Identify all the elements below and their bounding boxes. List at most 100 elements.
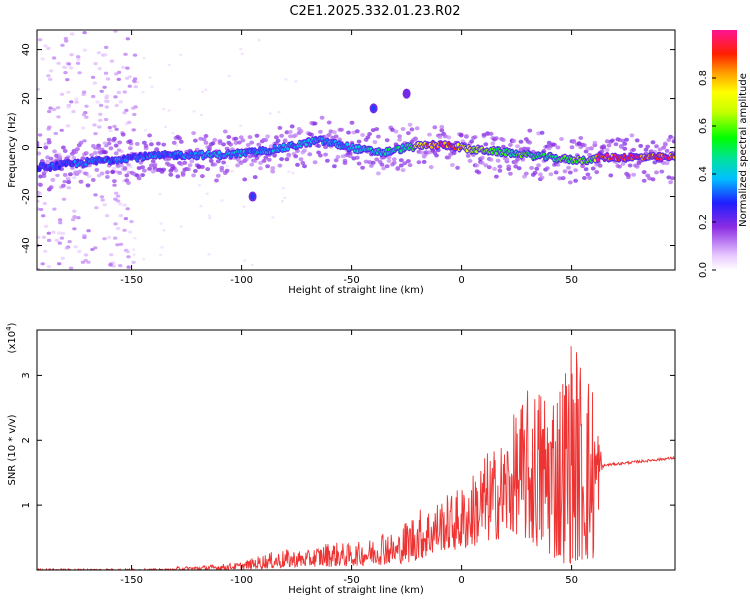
spectral-halo bbox=[511, 138, 517, 143]
spectral-halo bbox=[501, 138, 506, 142]
spectral-halo bbox=[641, 178, 647, 183]
noise-blob bbox=[98, 118, 103, 122]
snr-frame bbox=[36, 329, 676, 571]
spectral-halo bbox=[80, 156, 86, 161]
spectral-halo bbox=[62, 149, 68, 153]
spectral-halo bbox=[393, 129, 399, 134]
noise-blob bbox=[204, 88, 208, 91]
noise-blob bbox=[46, 238, 52, 242]
spectral-halo bbox=[356, 161, 362, 166]
noise-blob bbox=[179, 53, 183, 56]
colorbar-tick-label: 0.4 bbox=[698, 166, 709, 182]
spectral-halo bbox=[504, 157, 510, 162]
spectral-halo bbox=[567, 170, 573, 175]
noise-blob bbox=[71, 155, 76, 160]
spectral-halo bbox=[546, 140, 552, 145]
noise-blob bbox=[113, 30, 118, 33]
y-tick-label: 1 bbox=[21, 502, 32, 508]
noise-blob bbox=[57, 262, 62, 266]
noise-blob bbox=[118, 214, 124, 218]
spectral-halo bbox=[479, 155, 485, 160]
noise-blob bbox=[66, 62, 72, 66]
noise-blob bbox=[121, 65, 126, 69]
spectral-halo bbox=[277, 125, 283, 130]
spectral-halo bbox=[376, 134, 381, 139]
spectral-halo bbox=[293, 133, 299, 138]
noise-blob bbox=[61, 197, 67, 201]
noise-blob bbox=[132, 53, 138, 57]
spectral-halo bbox=[191, 131, 197, 136]
spectral-halo bbox=[592, 140, 598, 145]
spectral-halo bbox=[553, 170, 559, 175]
noise-blob bbox=[287, 170, 291, 173]
noise-blob bbox=[123, 52, 128, 56]
spectral-halo bbox=[465, 153, 471, 158]
spectral-halo bbox=[506, 164, 512, 169]
noise-blob bbox=[57, 241, 62, 245]
noise-blob bbox=[66, 186, 72, 190]
noise-blob bbox=[82, 139, 87, 143]
noise-blob bbox=[136, 81, 140, 84]
spectral-halo bbox=[585, 172, 591, 177]
noise-blob bbox=[62, 65, 67, 69]
spectral-halo bbox=[617, 164, 622, 169]
spectral-halo bbox=[497, 168, 503, 173]
spectral-halo bbox=[446, 155, 452, 160]
noise-blob bbox=[239, 124, 243, 128]
ridge-core bbox=[217, 151, 221, 155]
ridge-core bbox=[494, 151, 498, 156]
spectral-halo bbox=[134, 141, 140, 146]
noise-blob bbox=[281, 187, 286, 190]
noise-blob bbox=[104, 94, 110, 98]
noise-blob bbox=[112, 124, 117, 128]
spectral-halo bbox=[650, 140, 656, 145]
spectral-halo bbox=[354, 129, 360, 134]
noise-blob bbox=[111, 166, 117, 171]
spectral-halo bbox=[488, 131, 494, 136]
spectral-halo bbox=[286, 153, 292, 158]
noise-blob bbox=[38, 207, 44, 212]
spectral-halo bbox=[106, 137, 112, 142]
noise-blob bbox=[43, 249, 48, 253]
spectral-halo bbox=[666, 137, 672, 142]
noise-blob bbox=[227, 74, 231, 78]
spectrogram-y-axis-label: Frequency (Hz) bbox=[7, 112, 18, 188]
spectral-halo bbox=[325, 158, 330, 163]
noise-blob bbox=[225, 164, 229, 168]
spectral-halo bbox=[492, 166, 497, 171]
spectral-halo bbox=[400, 127, 406, 131]
noise-blob bbox=[113, 197, 118, 201]
spectral-halo bbox=[62, 172, 68, 177]
noise-blob bbox=[179, 225, 183, 228]
spectral-halo bbox=[552, 142, 557, 147]
y-tick-label: 0 bbox=[21, 144, 32, 150]
spectral-halo bbox=[124, 173, 130, 178]
noise-blob bbox=[82, 234, 87, 238]
y-tick-label: 2 bbox=[21, 437, 32, 443]
spectral-halo bbox=[582, 176, 587, 180]
noise-blob bbox=[55, 106, 61, 110]
noise-blob bbox=[123, 217, 129, 221]
noise-blob bbox=[37, 133, 43, 137]
spectral-halo bbox=[340, 154, 346, 159]
noise-blob bbox=[277, 110, 281, 114]
noise-blob bbox=[144, 129, 148, 132]
noise-blob bbox=[72, 209, 77, 213]
y-tick-label: 40 bbox=[21, 43, 32, 56]
noise-blob bbox=[125, 66, 130, 70]
spectral-halo bbox=[147, 133, 153, 138]
x-tick-label: -50 bbox=[343, 575, 359, 586]
noise-blob bbox=[64, 246, 70, 250]
noise-blob bbox=[62, 180, 67, 184]
noise-blob bbox=[84, 115, 89, 119]
spectral-halo bbox=[99, 171, 105, 176]
spectral-halo bbox=[295, 162, 300, 167]
spectral-halo bbox=[557, 176, 563, 181]
noise-blob bbox=[242, 205, 246, 208]
spectral-halo bbox=[332, 130, 337, 135]
spectral-halo bbox=[261, 158, 267, 163]
noise-blob bbox=[104, 214, 110, 218]
spectral-halo bbox=[620, 161, 626, 166]
spectral-halo bbox=[661, 161, 666, 165]
